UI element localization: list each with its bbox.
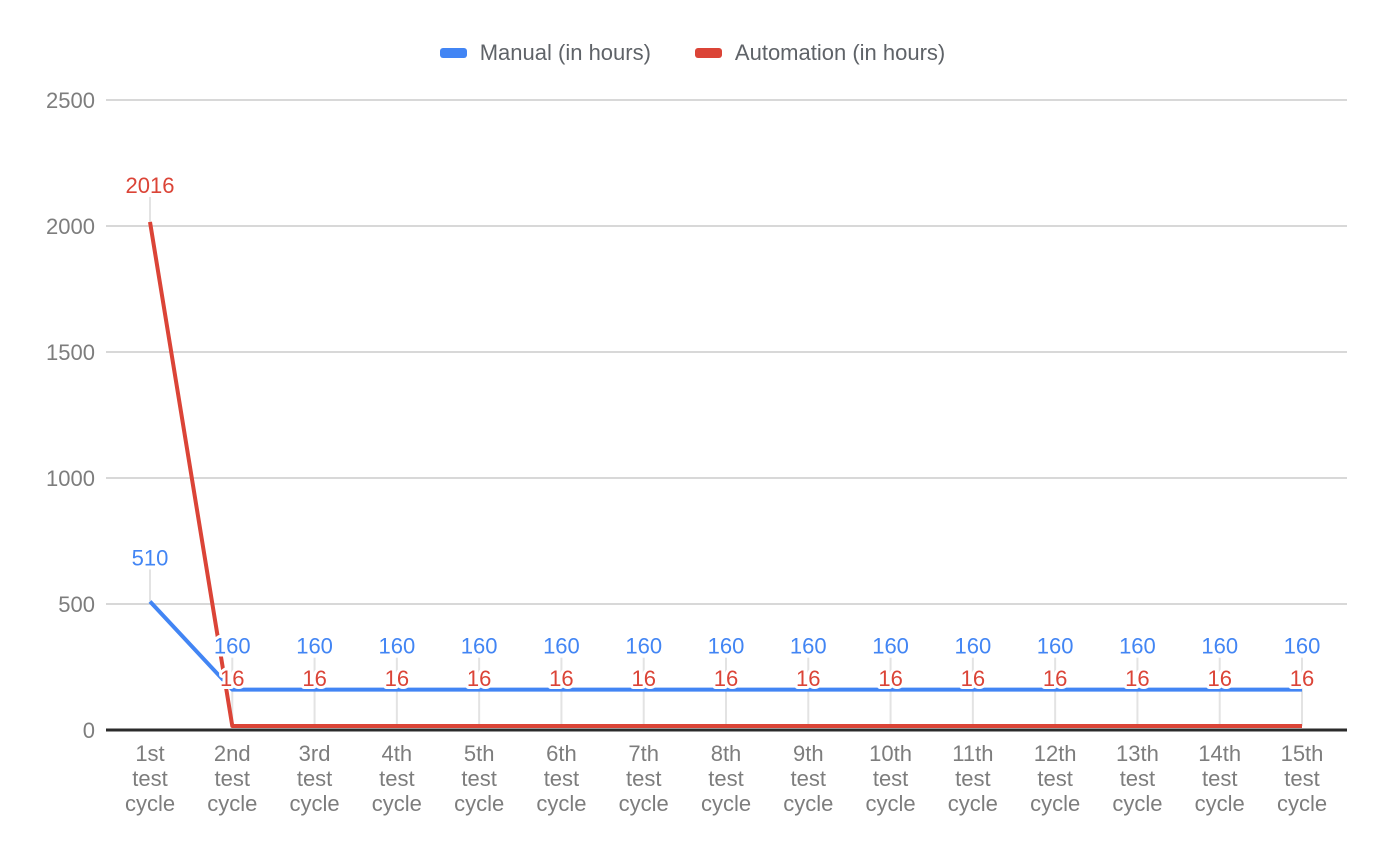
x-tick-label: 15th test cycle [1277,741,1327,816]
data-label: 160 [625,634,662,659]
y-tick-label: 1000 [46,466,95,491]
data-label: 160 [954,634,991,659]
data-label: 160 [214,634,251,659]
x-tick-label: 14th test cycle [1195,741,1245,816]
data-label: 2016 [126,173,175,198]
x-tick-label: 11th test cycle [948,741,998,816]
chart-legend: Manual (in hours) Automation (in hours) [0,40,1385,66]
data-label: 16 [467,666,491,691]
data-label: 16 [1125,666,1149,691]
data-label: 160 [543,634,580,659]
x-tick-label: 4th test cycle [372,741,422,816]
data-label: 160 [1119,634,1156,659]
data-label: 160 [872,634,909,659]
x-tick-label: 10th test cycle [866,741,916,816]
y-tick-label: 2000 [46,214,95,239]
data-label: 16 [220,666,244,691]
x-tick-label: 2nd test cycle [207,741,257,816]
legend-item-automation: Automation (in hours) [694,40,946,66]
data-label: 160 [461,634,498,659]
data-label: 160 [790,634,827,659]
legend-item-manual: Manual (in hours) [439,40,651,66]
legend-label-automation: Automation (in hours) [734,40,946,65]
data-label: 16 [961,666,985,691]
x-tick-label: 9th test cycle [783,741,833,816]
x-tick-label: 13th test cycle [1112,741,1162,816]
y-tick-label: 1500 [46,340,95,365]
x-tick-label: 1st test cycle [125,741,175,816]
data-label: 160 [1284,634,1321,659]
x-tick-label: 6th test cycle [536,741,586,816]
y-tick-label: 500 [58,592,95,617]
y-tick-label: 2500 [46,88,95,113]
data-label: 160 [296,634,333,659]
legend-swatch-automation-icon [694,48,722,58]
x-tick-label: 5th test cycle [454,741,504,816]
data-label: 16 [1043,666,1067,691]
series-line-automation [148,221,1302,728]
y-tick-label: 0 [83,718,95,743]
data-label: 16 [878,666,902,691]
data-label: 510 [132,545,169,570]
x-tick-label: 12th test cycle [1030,741,1080,816]
legend-swatch-manual-icon [439,48,467,58]
data-label: 16 [714,666,738,691]
data-label: 16 [385,666,409,691]
data-label: 160 [708,634,745,659]
x-tick-label: 8th test cycle [701,741,751,816]
data-label: 16 [302,666,326,691]
data-label: 160 [378,634,415,659]
x-tick-label: 3rd test cycle [290,741,340,816]
data-label: 160 [1037,634,1074,659]
data-label: 16 [631,666,655,691]
data-label: 16 [549,666,573,691]
data-label: 16 [1290,666,1314,691]
data-label: 160 [1201,634,1238,659]
series-line-manual [148,600,1302,692]
legend-label-manual: Manual (in hours) [479,40,651,65]
x-tick-label: 7th test cycle [619,741,669,816]
data-label: 16 [1207,666,1231,691]
data-label: 16 [796,666,820,691]
